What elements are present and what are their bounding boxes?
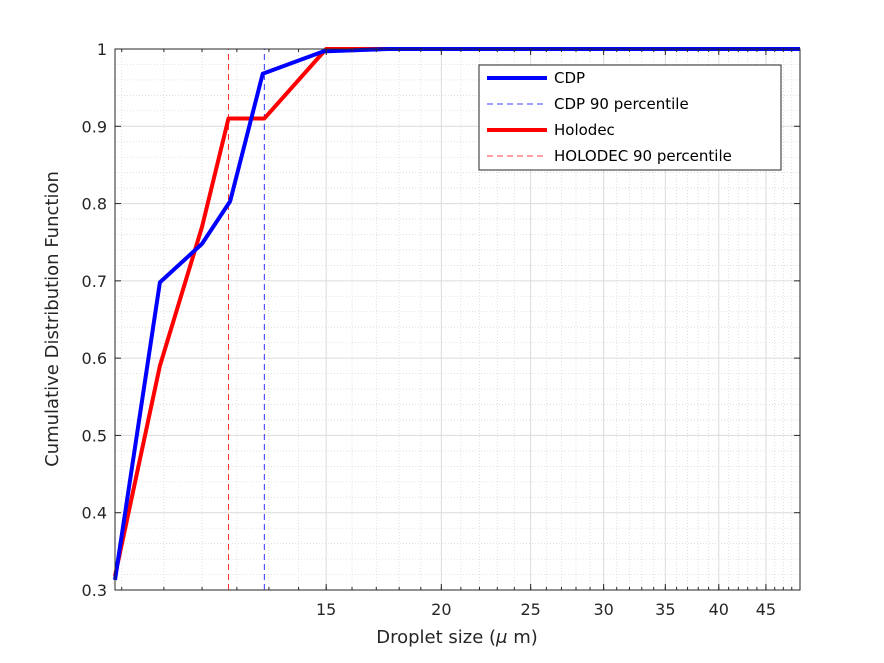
x-tick-label: 45 [756,600,776,619]
legend-label: CDP [554,69,585,87]
y-tick-label: 0.5 [82,426,107,445]
y-axis-title: Cumulative Distribution Function [42,171,63,467]
y-tick-label: 0.9 [82,117,107,136]
legend-box [478,64,782,171]
x-tick-label: 25 [520,600,540,619]
minor-grid [115,49,801,590]
y-tick-label: 1 [97,40,107,59]
tick-labels: 15 20 25 30 35 40 45 0.3 0.4 0.5 0.6 0.7 0.8 0.9 1 [82,40,777,619]
x-tick-label: 35 [655,600,675,619]
plot-frame [114,48,801,591]
y-tick-label: 0.8 [82,195,107,214]
legend-label: CDP 90 percentile [554,95,689,113]
x-tick-label: 20 [431,600,451,619]
ticks [115,48,801,591]
y-tick-label: 0.7 [82,272,107,291]
x-tick-label: 15 [316,600,336,619]
y-tick-label: 0.6 [82,349,107,368]
legend: CDP CDP 90 percentile Holodec HOLODEC 90 pe… [478,64,782,171]
x-tick-label: 40 [709,600,729,619]
y-tick-label: 0.4 [82,504,107,523]
x-axis-title: Droplet size (μ m) [376,627,538,648]
x-tick-label: 30 [593,600,613,619]
y-tick-label: 0.3 [82,581,107,600]
legend-label: Holodec [554,121,615,139]
legend-label: HOLODEC 90 percentile [554,147,732,165]
